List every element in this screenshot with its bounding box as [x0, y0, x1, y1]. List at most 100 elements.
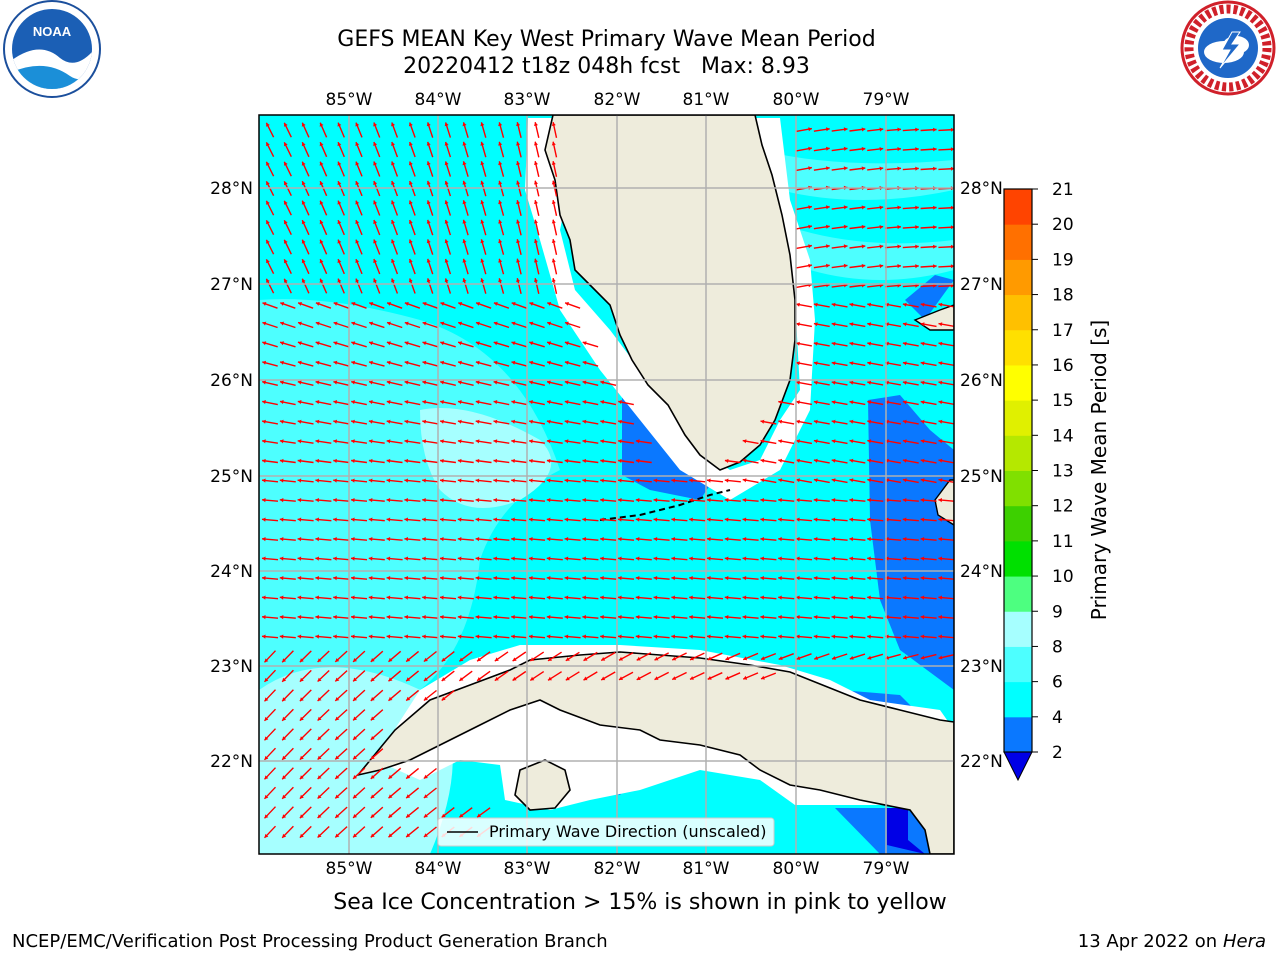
wave-arrowhead: [915, 166, 919, 171]
wave-arrowhead: [529, 380, 533, 385]
wave-arrowhead: [426, 258, 431, 263]
colorbar-segment: [1004, 646, 1032, 683]
wave-arrowhead: [335, 794, 340, 799]
wave-arrowhead: [689, 498, 693, 503]
wave-arrowhead: [262, 556, 266, 561]
wave-arrowhead: [724, 595, 729, 600]
wave-arrowhead: [386, 537, 391, 542]
wave-arrowhead: [282, 736, 287, 741]
wave-arrowhead: [529, 478, 533, 483]
wave-arrowhead: [724, 537, 729, 542]
colorbar-segment: [1004, 611, 1032, 647]
wave-arrowhead: [284, 278, 288, 283]
wave-arrowhead: [564, 556, 569, 561]
wave-arrowhead: [831, 439, 836, 444]
wave-arrowhead: [280, 341, 284, 346]
wave-arrowhead: [933, 205, 937, 210]
wave-arrowhead: [534, 122, 538, 126]
wave-arrowhead: [355, 278, 360, 283]
wave-arrowhead: [262, 302, 267, 306]
wave-arrowhead: [546, 595, 551, 600]
wave-arrowhead: [689, 478, 693, 483]
wave-arrowhead: [760, 439, 765, 444]
wave-arrowhead: [778, 595, 782, 600]
colorbar-segment: [1004, 189, 1032, 225]
wave-arrowhead: [600, 517, 604, 522]
wave-arrowhead: [386, 634, 391, 639]
wave-arrowhead: [938, 380, 943, 385]
wave-arrowhead: [808, 127, 812, 132]
wave-arrowhead: [333, 458, 337, 463]
wave-arrowhead: [885, 556, 889, 561]
wave-arrowhead: [498, 141, 503, 146]
wave-arrowhead: [760, 458, 765, 463]
wave-arrowhead: [284, 259, 288, 264]
wave-arrowhead: [938, 400, 943, 405]
wave-arrowhead: [689, 537, 693, 542]
wave-arrowhead: [422, 517, 426, 522]
wave-arrowhead: [301, 181, 306, 186]
wave-arrowhead: [297, 517, 302, 522]
wave-arrowhead: [707, 656, 712, 661]
wave-arrowhead: [743, 656, 748, 661]
wave-arrowhead: [368, 576, 373, 581]
wave-arrowhead: [462, 200, 467, 205]
wave-arrowhead: [493, 537, 497, 542]
wave-arrowhead: [778, 556, 782, 561]
wave-arrowhead: [618, 615, 622, 620]
wave-arrowhead: [831, 322, 836, 327]
wave-arrowhead: [282, 697, 287, 702]
lon-label-top: 80°W: [773, 90, 820, 110]
wave-arrowhead: [391, 259, 395, 263]
wave-arrowhead: [475, 478, 480, 483]
wave-arrowhead: [897, 166, 901, 171]
wave-arrowhead: [808, 244, 812, 249]
colorbar-tick-label: 13: [1052, 462, 1074, 482]
zone-pale-cyan-2: [420, 408, 552, 508]
wave-arrowhead: [813, 439, 818, 444]
wave-arrowhead: [672, 656, 677, 661]
wave-arrowhead: [262, 517, 266, 522]
wave-arrowhead: [440, 439, 444, 444]
wave-arrowhead: [600, 380, 605, 385]
wave-arrowhead: [315, 634, 319, 639]
wave-arrowhead: [813, 322, 818, 327]
wave-arrowhead: [386, 556, 391, 561]
wave-arrowhead: [849, 419, 854, 424]
wave-arrowhead: [319, 200, 324, 205]
wave-arrowhead: [813, 458, 818, 463]
colorbar-tick-label: 4: [1052, 708, 1063, 728]
wave-arrowhead: [551, 161, 556, 165]
wave-arrowhead: [458, 341, 462, 346]
wave-arrowhead: [760, 419, 765, 424]
wave-arrowhead: [861, 127, 866, 132]
wave-arrowhead: [897, 147, 901, 152]
wave-arrowhead: [861, 166, 866, 171]
colorbar-tick-label: 12: [1052, 497, 1074, 517]
wave-arrowhead: [546, 498, 551, 503]
wave-arrowhead: [284, 122, 288, 127]
lon-label-top: 81°W: [683, 90, 730, 110]
wave-arrowhead: [546, 576, 551, 581]
wave-arrowhead: [301, 200, 306, 205]
wave-arrowhead: [262, 576, 266, 581]
wave-arrowhead: [808, 166, 812, 171]
wave-arrowhead: [618, 537, 622, 542]
wave-arrowhead: [742, 537, 747, 542]
wave-arrowhead: [760, 478, 765, 483]
wave-arrowhead: [317, 775, 322, 779]
wave-arrowhead: [600, 498, 604, 503]
wave-arrowhead: [796, 595, 800, 600]
wave-arrowhead: [564, 478, 569, 483]
wave-arrowhead: [511, 341, 516, 346]
wave-arrowhead: [475, 615, 480, 620]
wave-arrowhead: [950, 205, 954, 210]
wave-arrowhead: [902, 634, 907, 639]
wave-arrowhead: [406, 677, 411, 682]
wave-arrowhead: [920, 380, 925, 385]
wave-arrowhead: [671, 537, 675, 542]
wave-arrowhead: [778, 400, 783, 405]
wave-arrowhead: [355, 181, 360, 185]
wave-arrowhead: [457, 556, 462, 561]
wave-arrowhead: [282, 775, 287, 780]
